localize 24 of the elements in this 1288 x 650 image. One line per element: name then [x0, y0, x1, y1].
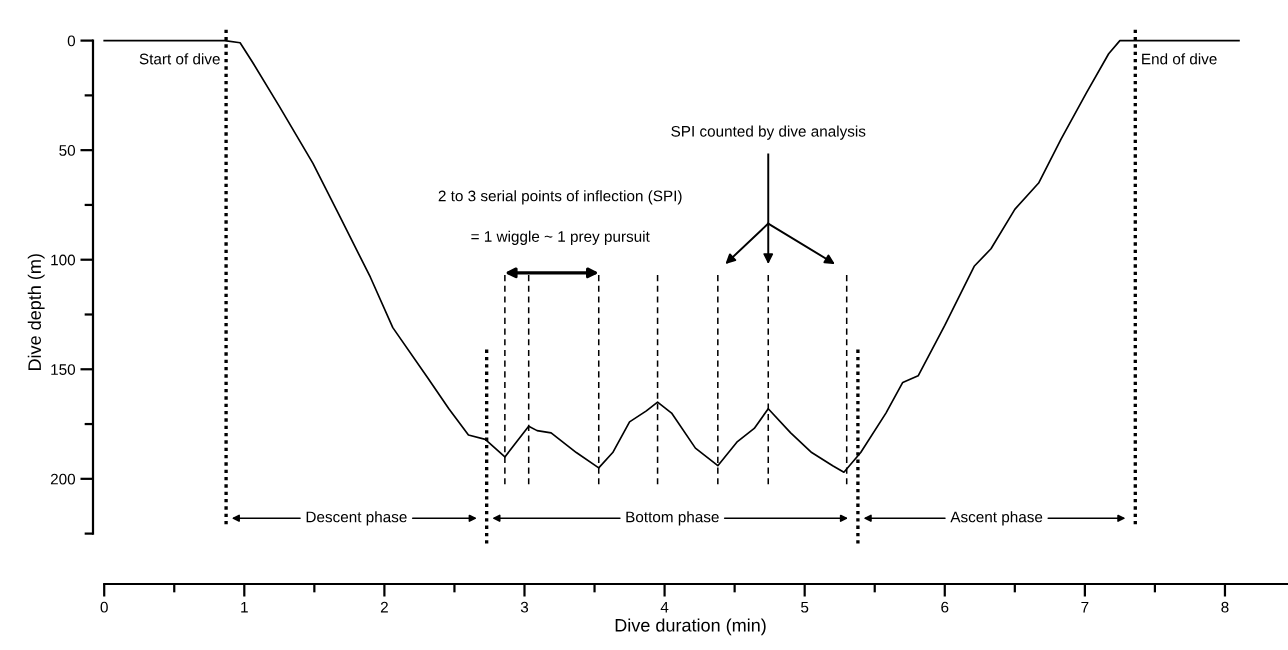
y-axis-title: Dive depth (m) [27, 254, 45, 371]
y-tick-label: 200 [50, 473, 76, 485]
ref-line-label: Start of dive [139, 53, 220, 65]
x-tick-label: 3 [520, 601, 529, 613]
x-tick-label: 8 [1221, 601, 1229, 613]
x-axis-title: Dive duration (min) [615, 618, 766, 636]
annotation: SPI counted by dive analysis [671, 125, 866, 140]
x-tick-label: 7 [1081, 601, 1089, 613]
annotation: Ascent phase [950, 511, 1043, 526]
ref-line-label: End of dive [1142, 53, 1217, 65]
x-tick-label: 1 [241, 601, 248, 613]
x-tick-label: 5 [801, 601, 809, 613]
x-tick-label: 0 [100, 601, 108, 613]
annotation: = 1 wiggle ~ 1 prey pursuit [471, 230, 650, 245]
annotation: 2 to 3 serial points of inflection (SPI) [438, 190, 682, 205]
y-tick-label: 50 [59, 145, 76, 156]
x-tick-label: 6 [941, 601, 949, 613]
y-tick-label: 150 [51, 364, 76, 375]
x-tick-label: 2 [380, 601, 388, 613]
annotation: Bottom phase [626, 511, 719, 526]
annotation: Descent phase [306, 511, 407, 526]
x-tick-label: 4 [660, 601, 669, 613]
y-tick-label: 0 [67, 35, 76, 47]
y-tick-label: 100 [51, 254, 76, 266]
